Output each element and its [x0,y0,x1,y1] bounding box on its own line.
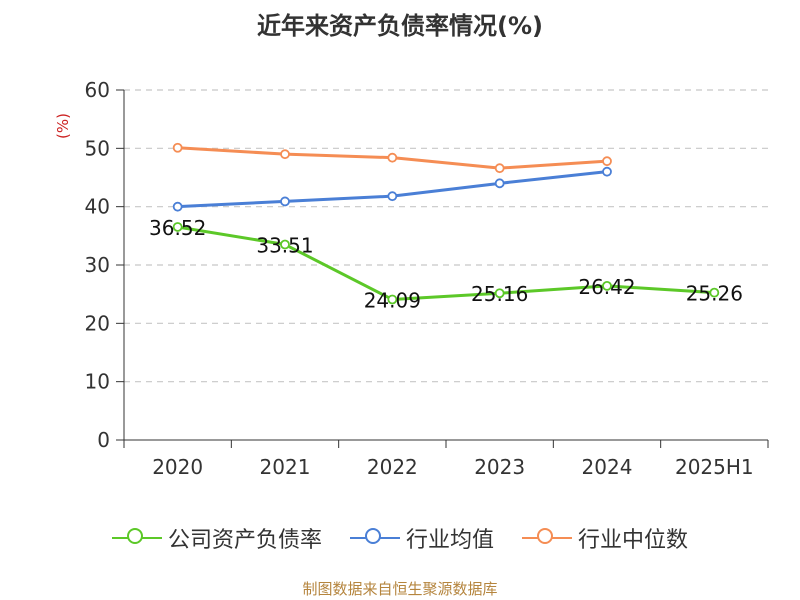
x-tick-label: 2021 [260,455,311,479]
data-point-0[interactable] [387,294,398,305]
data-point-1[interactable] [494,178,505,189]
data-point-0[interactable] [494,288,505,299]
data-point-0[interactable] [172,222,183,232]
legend-label-company: 公司资产负债率 [167,528,322,553]
y-tick-label: 50 [85,136,110,160]
data-point-0[interactable] [602,280,612,291]
data-label: 26.42 [578,275,635,299]
data-label: 36.52 [149,216,206,240]
data-point-1[interactable] [602,166,612,177]
legend: 公司资产负债率 行业均值 行业中位数 [0,520,800,556]
y-tick-label: 30 [85,253,110,277]
legend-label-industry-median: 行业中位数 [578,528,689,553]
y-tick-label: 40 [85,195,110,219]
y-tick-label: 60 [85,78,110,102]
data-label: 33.51 [256,234,313,258]
legend-item-industry-mean[interactable]: 行业均值 [349,522,494,554]
legend-item-company[interactable]: 公司资产负债率 [111,522,322,554]
data-label: 25.16 [471,282,528,306]
data-point-1[interactable] [172,201,183,212]
data-point-1[interactable] [387,191,398,202]
legend-swatch-industry-mean [349,526,400,550]
x-tick-label: 2020 [152,455,203,479]
data-point-2[interactable] [172,142,183,153]
chart-title: 近年来资产负债率情况(%) [257,12,543,40]
legend-swatch-industry-median [522,526,572,550]
y-axis-label: (%) [54,113,72,139]
data-point-1[interactable] [280,196,290,207]
source-note: 制图数据来自恒生聚源数据库 [302,580,498,598]
x-tick-label: 2022 [367,455,418,479]
series-line-0 [177,225,715,301]
y-tick-label: 10 [85,370,110,394]
x-tick-label: 2024 [582,455,633,479]
y-tick-label: 20 [85,311,110,335]
data-point-0[interactable] [709,287,720,298]
data-point-2[interactable] [387,152,398,163]
data-point-2[interactable] [602,156,612,167]
y-tick-label: 0 [97,428,110,452]
legend-item-industry-median[interactable]: 行业中位数 [522,522,688,554]
x-tick-label: 2025H1 [675,455,754,479]
legend-swatch-company [111,526,162,550]
data-point-0[interactable] [280,239,290,250]
data-label: 25.26 [686,282,743,306]
data-label: 24.09 [364,288,421,312]
x-tick-label: 2023 [474,455,525,479]
series-line-1 [177,170,608,209]
data-point-2[interactable] [494,163,505,174]
legend-label-industry-mean: 行业均值 [405,528,494,553]
data-point-2[interactable] [280,149,290,160]
